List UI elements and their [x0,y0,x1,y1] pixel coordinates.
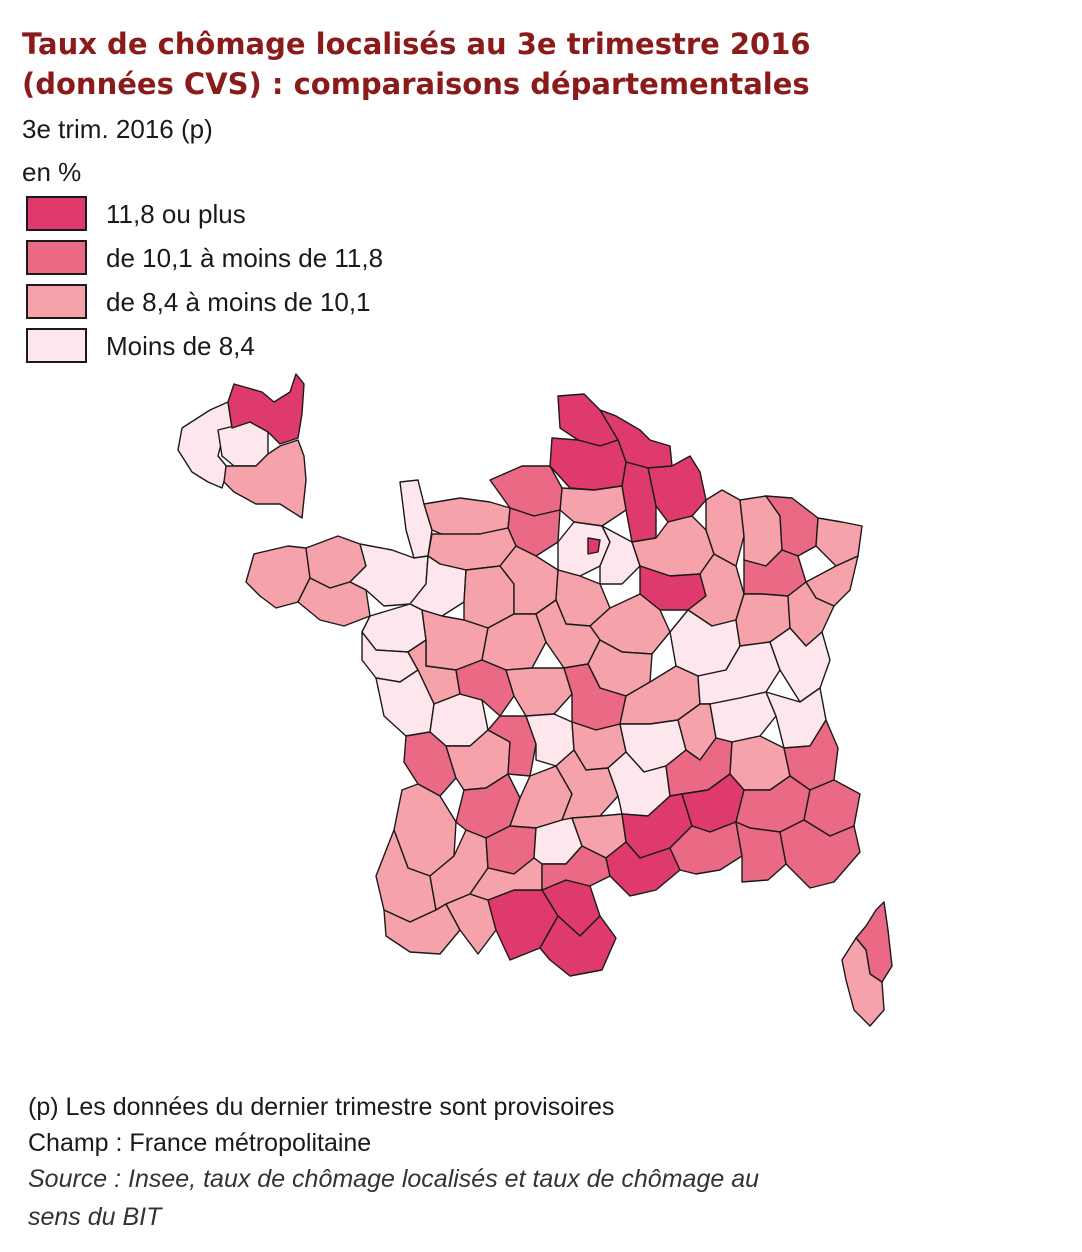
title-line-1: Taux de chômage localisés au 3e trimestr… [22,27,811,61]
title-line-2: (données CVS) : comparaisons département… [22,67,810,101]
footnote-scope: Champ : France métropolitaine [28,1129,372,1157]
department-area [549,437,627,491]
department-area [769,627,831,703]
department-area [779,819,861,889]
department-area [223,439,307,519]
department-area [841,937,885,1027]
department-area [765,495,819,557]
legend-label: 11,8 ou plus [106,199,246,229]
department-area [403,731,457,797]
department-area [455,659,515,717]
legend-swatch [26,240,87,275]
footnote-provisional: (p) Les données du dernier trimestre son… [28,1093,615,1121]
map-title: Taux de chômage localisés au 3e trimestr… [22,24,1062,104]
unit-label: en % [22,157,82,187]
france-choropleth-map [177,373,893,1027]
legend-swatch [26,328,87,363]
legend-swatch [26,284,87,319]
department-area [555,749,619,821]
department-area [487,715,537,777]
department-area [539,915,617,977]
department-area [505,667,573,717]
legend-label: Moins de 8,4 [106,331,255,361]
department-area [399,479,433,559]
footnote-source-1: Source : Insee, taux de chômage localisé… [28,1165,760,1193]
department-area [587,537,601,555]
department-area [705,489,745,567]
footnote-source-2: sens du BIT [28,1203,162,1231]
legend-label: de 10,1 à moins de 11,8 [106,243,384,273]
department-area [735,821,787,883]
legend-swatch [26,196,87,231]
subtitle: 3e trim. 2016 (p) [22,114,213,144]
department-area [297,577,371,627]
department-area [227,373,305,445]
mainland-departments [245,393,893,1027]
legend-label: de 8,4 à moins de 10,1 [106,287,371,317]
idf-inset [177,373,307,519]
department-area [559,485,627,527]
